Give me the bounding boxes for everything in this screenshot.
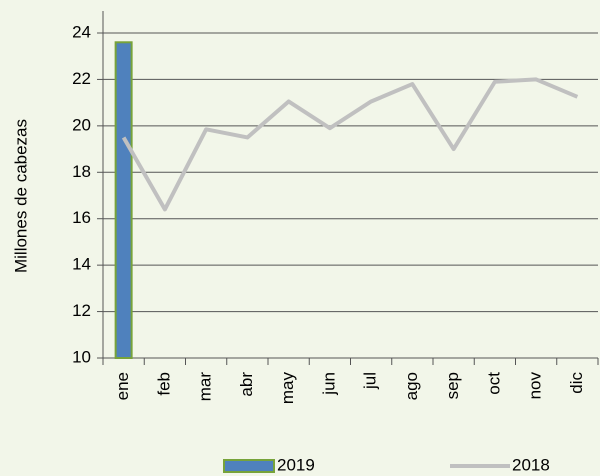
y-tick-label: 18 bbox=[72, 162, 91, 181]
x-tick-label: nov bbox=[526, 372, 545, 400]
y-axis-label: Millones de cabezas bbox=[11, 119, 30, 273]
y-tick-label: 20 bbox=[72, 115, 91, 134]
legend-swatch bbox=[223, 459, 275, 473]
x-tick-label: sep bbox=[443, 372, 462, 399]
y-tick-label: 12 bbox=[72, 301, 91, 320]
y-tick-label: 16 bbox=[72, 208, 91, 227]
bar bbox=[114, 41, 133, 360]
y-tick-label: 14 bbox=[72, 255, 91, 274]
x-tick-label: mar bbox=[196, 372, 215, 402]
x-tick-label: ene bbox=[113, 372, 132, 400]
legend-label: 2019 bbox=[277, 455, 315, 474]
y-tick-label: 10 bbox=[72, 347, 91, 366]
x-tick-label: jul bbox=[361, 372, 380, 390]
x-tick-label: feb bbox=[154, 372, 173, 396]
y-tick-label: 24 bbox=[72, 22, 91, 41]
x-tick-label: may bbox=[278, 372, 297, 405]
y-tick-label: 22 bbox=[72, 69, 91, 88]
x-tick-label: oct bbox=[484, 372, 503, 395]
x-tick-label: abr bbox=[237, 372, 256, 397]
x-tick-label: ago bbox=[402, 372, 421, 400]
legend-label: 2018 bbox=[512, 455, 550, 474]
x-tick-label: jun bbox=[319, 372, 338, 396]
x-tick-label: dic bbox=[567, 372, 586, 394]
line bbox=[121, 77, 579, 212]
